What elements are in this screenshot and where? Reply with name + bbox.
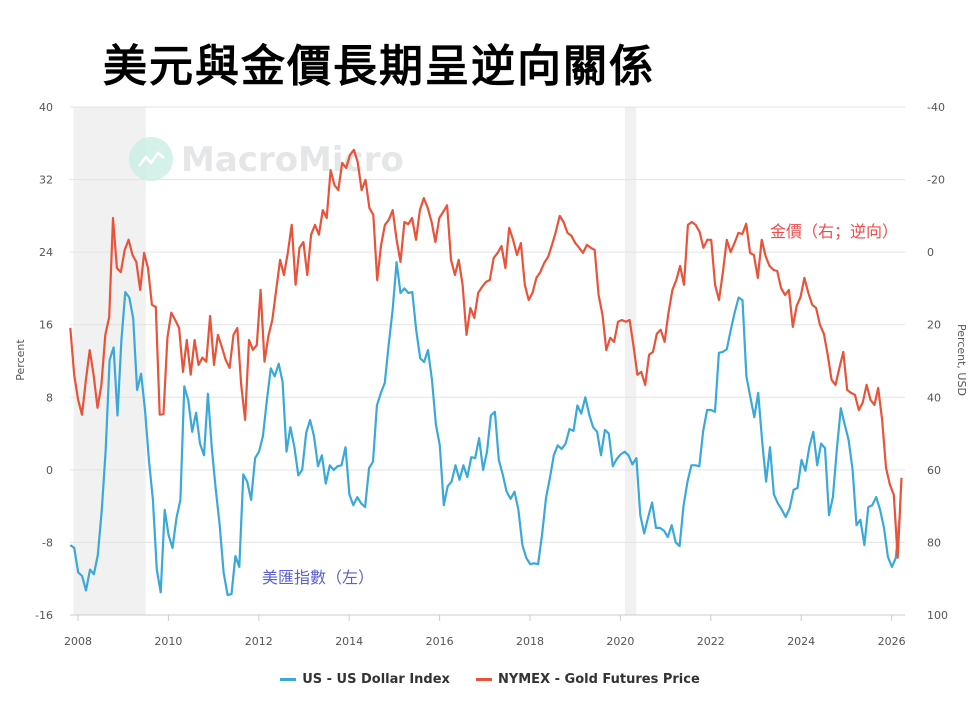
y-tick-right: 0 <box>927 246 934 259</box>
x-tick: 2012 <box>245 635 273 648</box>
x-tick: 2014 <box>335 635 363 648</box>
watermark-logo-icon <box>129 137 173 181</box>
y-tick-left: 24 <box>39 246 53 259</box>
watermark-text: MacroMicro <box>181 140 404 180</box>
y-tick-right: 20 <box>927 319 941 332</box>
y-tick-right: -20 <box>927 174 945 187</box>
y-tick-left: -16 <box>35 609 53 622</box>
y-tick-left: 8 <box>46 391 53 404</box>
x-tick: 2016 <box>426 635 454 648</box>
y-tick-right: 80 <box>927 536 941 549</box>
y-tick-left: 40 <box>39 101 53 114</box>
legend-label-usd: US - US Dollar Index <box>302 672 450 687</box>
x-tick: 2008 <box>64 635 92 648</box>
chart-title: 美元與金價長期呈逆向關係 <box>103 41 655 92</box>
legend-label-gold: NYMEX - Gold Futures Price <box>497 672 700 687</box>
legend-swatch-gold <box>475 678 492 681</box>
y-tick-left: -8 <box>42 536 53 549</box>
y-tick-right: -40 <box>927 101 945 114</box>
legend-item-gold[interactable]: NYMEX - Gold Futures Price <box>475 672 700 687</box>
legend-swatch-usd <box>280 678 297 681</box>
x-tick: 2026 <box>878 635 906 648</box>
x-tick: 2018 <box>516 635 544 648</box>
y-axis-label-left: Percent <box>14 339 27 381</box>
y-tick-right: 60 <box>927 464 941 477</box>
legend-item-usd[interactable]: US - US Dollar Index <box>280 672 450 687</box>
x-tick: 2020 <box>606 635 634 648</box>
annotation-gold: 金價（右；逆向） <box>770 222 898 241</box>
y-tick-left: 16 <box>39 319 53 332</box>
y-tick-right: 40 <box>927 391 941 404</box>
watermark-logo-icon-mark <box>138 151 165 167</box>
legend: US - US Dollar Index NYMEX - Gold Future… <box>0 672 980 687</box>
recession-band <box>624 107 637 615</box>
annotation-usd: 美匯指數（左） <box>262 568 374 587</box>
series-line-gold-price <box>69 148 903 559</box>
x-tick: 2022 <box>697 635 725 648</box>
y-tick-left: 32 <box>39 174 53 187</box>
y-axis-label-right: Percent, USD <box>955 324 968 396</box>
x-tick: 2010 <box>154 635 182 648</box>
x-tick: 2024 <box>787 635 815 648</box>
y-tick-left: 0 <box>46 464 53 477</box>
y-tick-right: 100 <box>927 609 948 622</box>
series-line-usd-index <box>69 261 901 597</box>
